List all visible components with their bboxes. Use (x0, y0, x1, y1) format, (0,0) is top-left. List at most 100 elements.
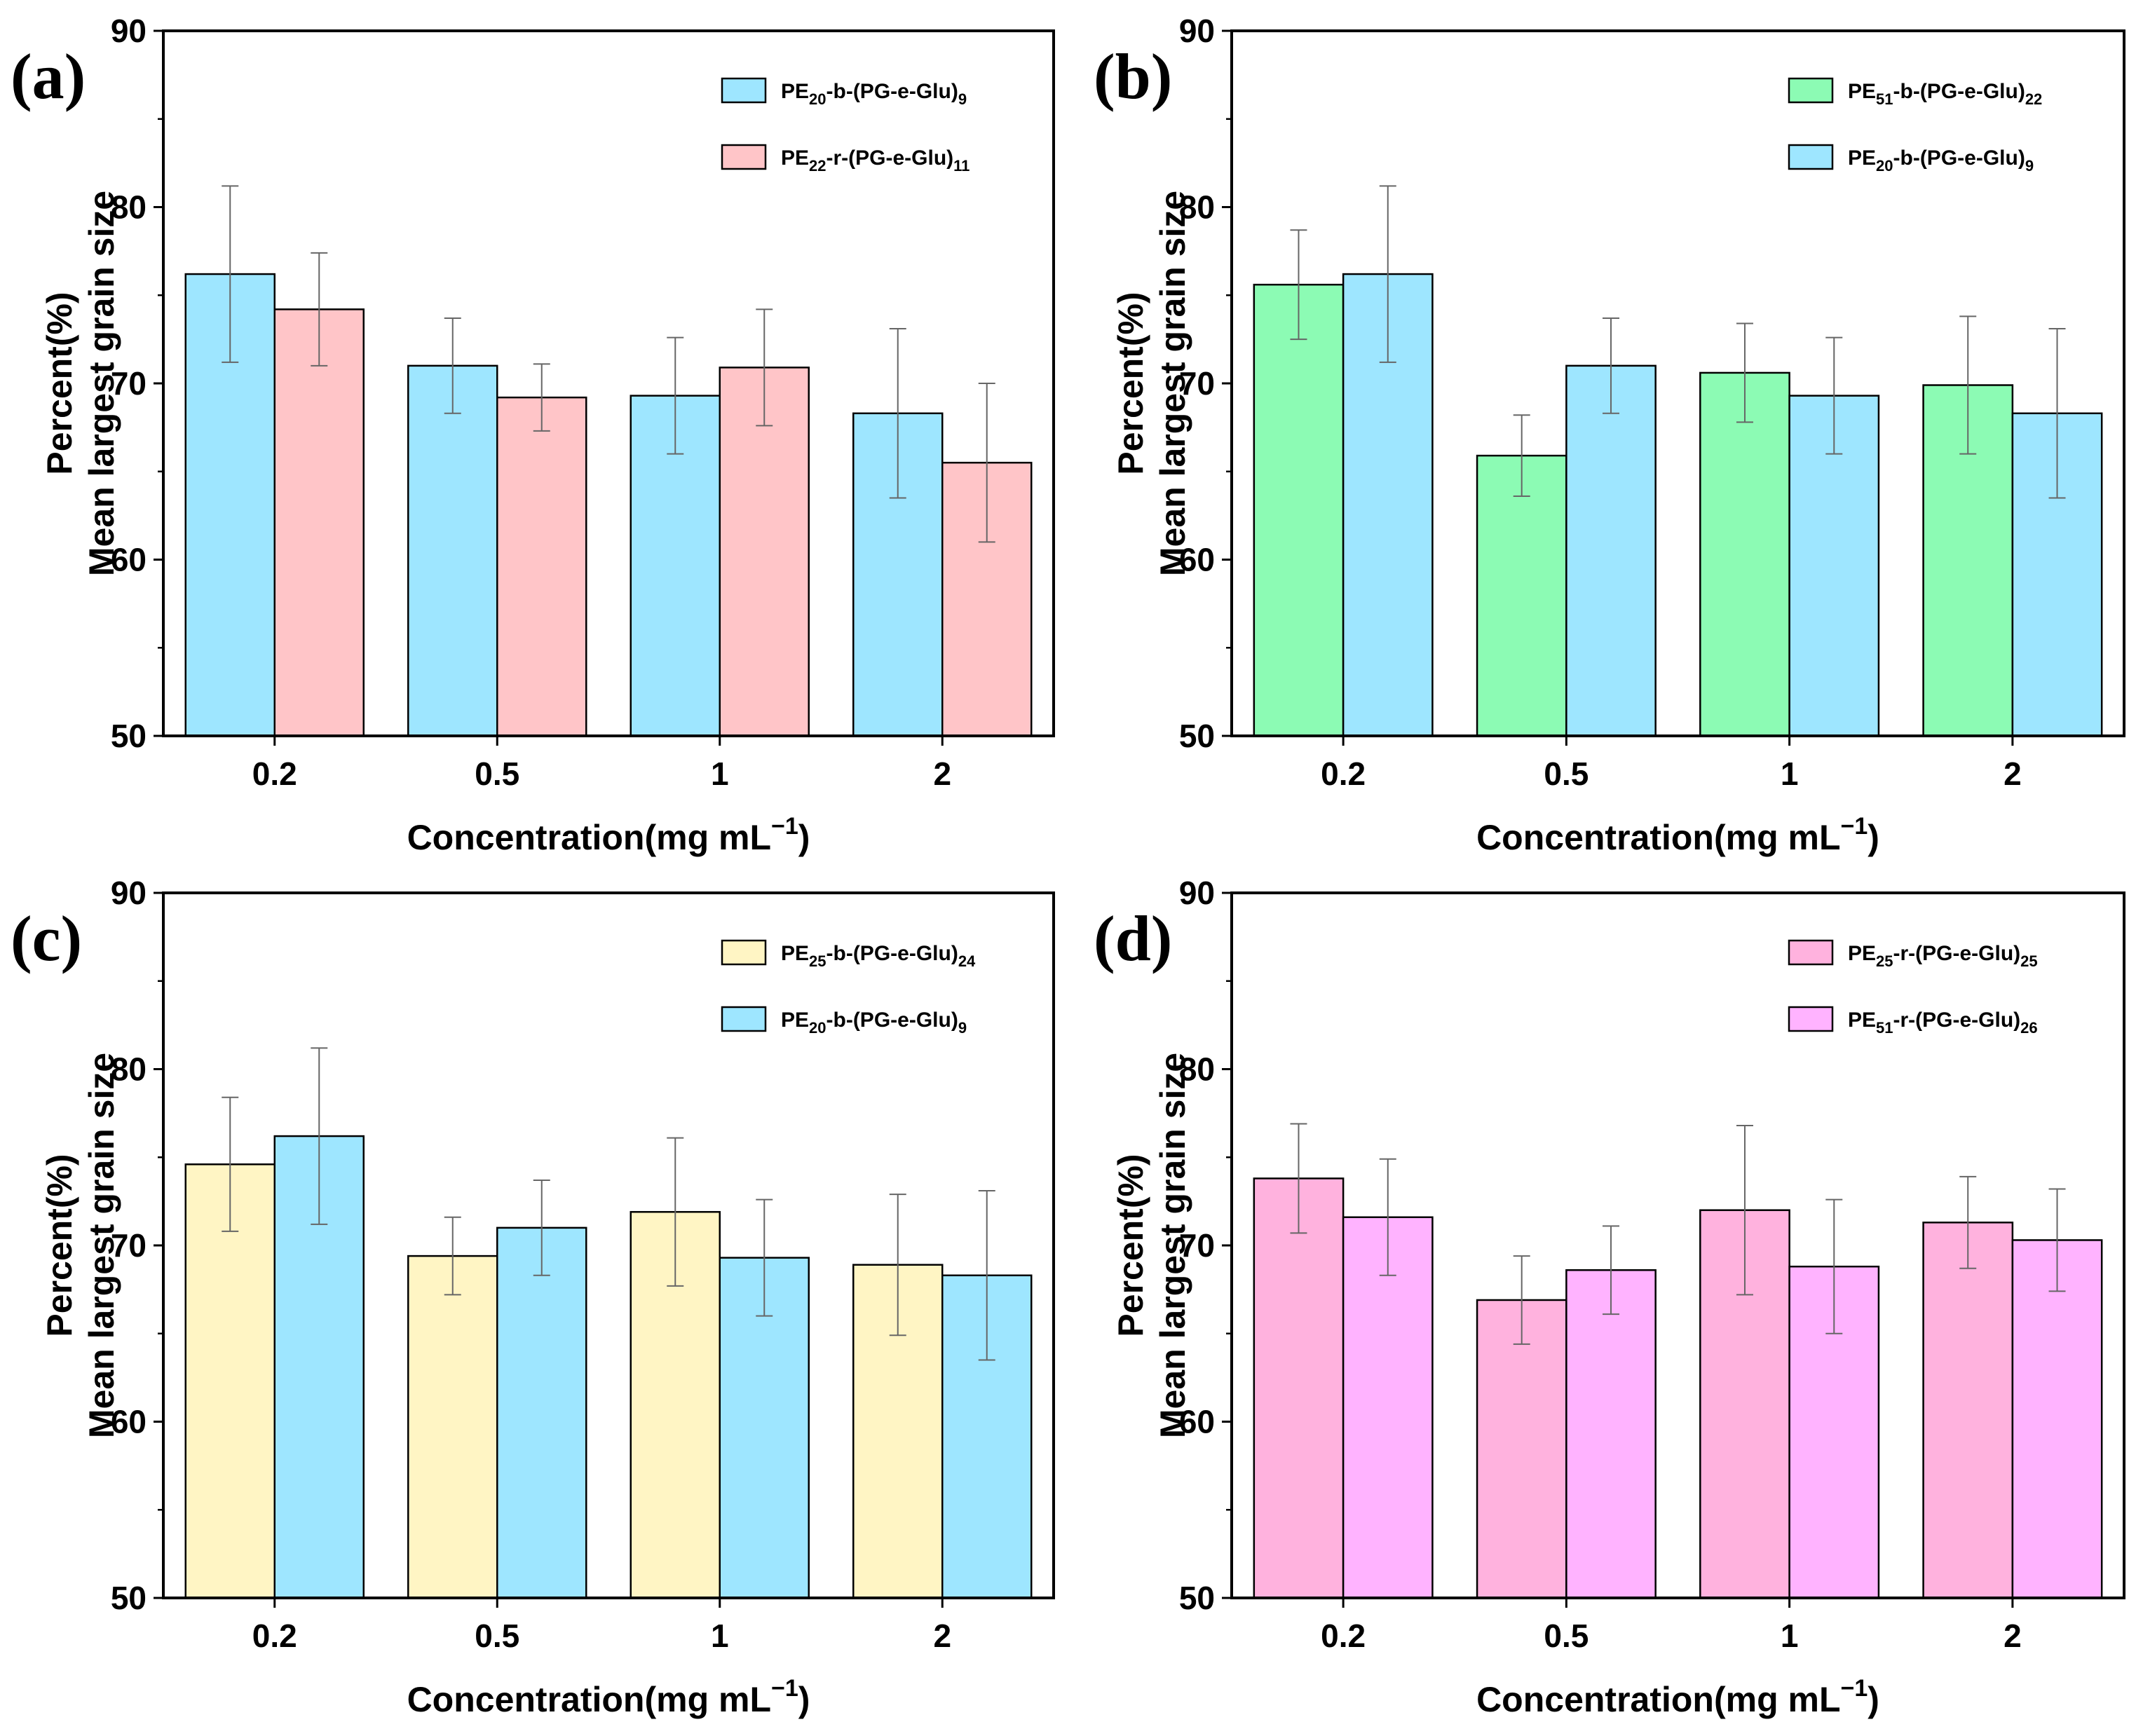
legend-subscript: 51 (1876, 90, 1893, 108)
legend-text-part: PE (781, 146, 809, 170)
legend-item: PE22-r-(PG-e-Glu)11 (721, 144, 970, 175)
legend-subscript: 11 (953, 157, 970, 175)
legend-subscript: 25 (809, 952, 826, 970)
y-axis-title-line2: Mean largest grain size (82, 191, 121, 576)
x-tick-label: 2 (2004, 756, 2022, 792)
legend-item: PE20-b-(PG-e-Glu)9 (1788, 144, 2034, 175)
y-tick-label: 70 (1179, 1227, 1215, 1264)
legend-text-part: -b-(PG-e-Glu) (826, 942, 958, 965)
x-tick-label: 0.2 (252, 756, 297, 792)
legend-text-part: PE (781, 80, 809, 103)
x-axis-title: Concentration(mg mL−1) (407, 813, 810, 857)
y-tick-label: 80 (1179, 189, 1215, 226)
y-axis-title-line2: Mean largest grain size (1153, 1053, 1192, 1438)
legend-subscript: 51 (1876, 1019, 1893, 1037)
legend-subscript: 9 (958, 90, 967, 108)
x-axis-title-superscript: −1 (771, 1675, 798, 1702)
legend-label: PE25-b-(PG-e-Glu)24 (781, 942, 976, 970)
x-axis-title-main: Concentration(mg mL (1476, 818, 1840, 857)
x-tick-label: 0.5 (475, 756, 519, 792)
legend-text-part: -b-(PG-e-Glu) (826, 80, 958, 103)
legend-text-part: PE (1848, 1009, 1876, 1032)
x-tick-label: 2 (933, 1618, 951, 1654)
bar-blue-0.5 (407, 364, 498, 737)
x-tick-label: 0.2 (252, 1618, 297, 1654)
legend-item: PE25-r-(PG-e-Glu)25 (1788, 939, 2038, 970)
legend-item: PE51-b-(PG-e-Glu)22 (1788, 77, 2042, 108)
x-tick-label: 1 (1781, 756, 1799, 792)
legend-text-part: -r-(PG-e-Glu) (1893, 942, 2021, 965)
legend-swatch-green (1788, 77, 1834, 104)
legend-text-part: PE (1848, 942, 1876, 965)
legend-subscript: 20 (809, 1019, 826, 1037)
x-axis-title-superscript: −1 (771, 813, 798, 840)
chart-panel-b: 50 60 70 80 90 0.2 0.5 1 2 (b) Percent(%) Mean larg… (1094, 13, 2125, 857)
legend-swatch-blue (721, 77, 767, 104)
panel-label: (b) (1094, 41, 1172, 112)
bar-magenta-0.5 (1565, 1269, 1657, 1599)
legend-subscript: 22 (809, 157, 826, 175)
bar-blue-0.5 (496, 1226, 587, 1599)
bar-red-0.5 (496, 396, 587, 737)
legend-item: PE51-r-(PG-e-Glu)26 (1788, 1006, 2038, 1037)
panel-label: (d) (1094, 903, 1172, 974)
bar-red-1 (719, 367, 810, 737)
legend-subscript: 24 (958, 952, 976, 970)
legend-item: PE25-b-(PG-e-Glu)24 (721, 939, 976, 970)
y-tick-label: 50 (111, 1580, 147, 1616)
legend-item: PE20-b-(PG-e-Glu)9 (721, 1006, 967, 1037)
x-tick-label: 1 (711, 1618, 729, 1654)
legend-subscript: 9 (2025, 157, 2034, 175)
legend-label: PE20-b-(PG-e-Glu)9 (781, 80, 967, 108)
y-tick-label: 50 (1179, 1580, 1215, 1616)
x-axis-title-end: ) (1868, 1680, 1879, 1719)
y-tick-label: 90 (111, 13, 147, 49)
chart-panel-a: 50 60 70 80 90 0.2 0.5 1 2 (a) Percent(%) Mean larg… (11, 13, 1055, 857)
y-tick-label: 70 (1179, 365, 1215, 402)
x-axis-title: Concentration(mg mL−1) (1476, 813, 1879, 857)
y-axis-title-line1: Percent(%) (40, 292, 79, 474)
bar-pink-0.2 (1253, 1177, 1345, 1599)
legend-swatch-yellow (721, 939, 767, 966)
legend-subscript: 20 (809, 90, 826, 108)
y-tick-label: 80 (1179, 1051, 1215, 1088)
legend-swatch-pink (1788, 939, 1834, 966)
x-tick-label: 0.2 (1321, 1618, 1366, 1654)
y-tick-label: 50 (111, 718, 147, 754)
legend-label: PE51-r-(PG-e-Glu)26 (1848, 1009, 2038, 1037)
x-tick-label: 1 (711, 756, 729, 792)
legend-swatch-blue (1788, 144, 1834, 170)
legend-swatch-magenta (1788, 1006, 1834, 1032)
legend-text-part: -b-(PG-e-Glu) (1893, 80, 2025, 103)
y-tick-label: 60 (1179, 542, 1215, 578)
x-axis-title-end: ) (798, 1680, 810, 1719)
x-axis-title-main: Concentration(mg mL (407, 818, 771, 857)
y-tick-label: 60 (111, 1404, 147, 1440)
x-tick-label: 0.2 (1321, 756, 1366, 792)
legend-item: PE20-b-(PG-e-Glu)9 (721, 77, 967, 108)
legend-subscript: 25 (1876, 952, 1893, 970)
legend-label: PE25-r-(PG-e-Glu)25 (1848, 942, 2038, 970)
y-tick-label: 90 (1179, 875, 1215, 911)
x-axis-title-end: ) (1868, 818, 1879, 857)
panel-label: (a) (11, 41, 86, 112)
bar-magenta-0.2 (1342, 1216, 1434, 1599)
legend-swatch-red (721, 144, 767, 170)
bar-magenta-2 (2011, 1239, 2103, 1599)
y-tick-label: 80 (111, 189, 147, 226)
legend-subscript: 9 (958, 1019, 967, 1037)
legend-label: PE20-b-(PG-e-Glu)9 (781, 1009, 967, 1037)
x-tick-label: 0.5 (1544, 1618, 1589, 1654)
legend-text-part: PE (1848, 146, 1876, 170)
bar-green-1 (1699, 371, 1790, 737)
y-axis-title-line1: Percent(%) (40, 1154, 79, 1337)
legend-label: PE22-r-(PG-e-Glu)11 (781, 146, 970, 175)
legend-subscript: 25 (2020, 952, 2037, 970)
legend-text-part: -r-(PG-e-Glu) (1893, 1009, 2021, 1032)
y-tick-label: 70 (111, 1227, 147, 1264)
legend-text-part: -b-(PG-e-Glu) (826, 1009, 958, 1032)
x-axis-title-superscript: −1 (1841, 813, 1868, 840)
legend-text-part: -b-(PG-e-Glu) (1893, 146, 2025, 170)
y-tick-label: 50 (1179, 718, 1215, 754)
